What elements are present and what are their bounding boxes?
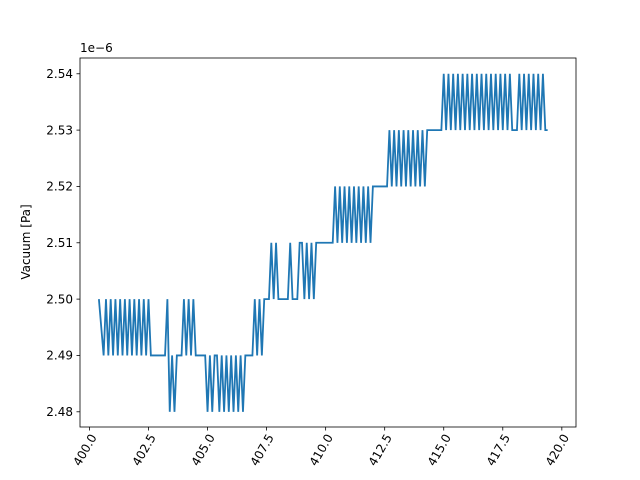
series-layer [98, 73, 548, 412]
y-axis-label: Vacuum [Pa] [19, 204, 33, 279]
y-tick-label: 2.49 [46, 349, 73, 363]
y-axis: 2.48 2.49 2.50 2.51 2.52 2.53 2.54 [46, 67, 80, 419]
y-tick-label: 2.54 [46, 67, 73, 81]
axes-frame [79, 57, 577, 428]
y-offset-label: 1e−6 [80, 41, 113, 55]
series-line-0 [98, 73, 548, 412]
y-tick-label: 2.52 [46, 180, 73, 194]
y-tick-label: 2.48 [46, 405, 73, 419]
y-tick-label: 2.51 [46, 236, 73, 250]
y-tick-label: 2.50 [46, 292, 73, 306]
y-tick-label: 2.53 [46, 123, 73, 137]
